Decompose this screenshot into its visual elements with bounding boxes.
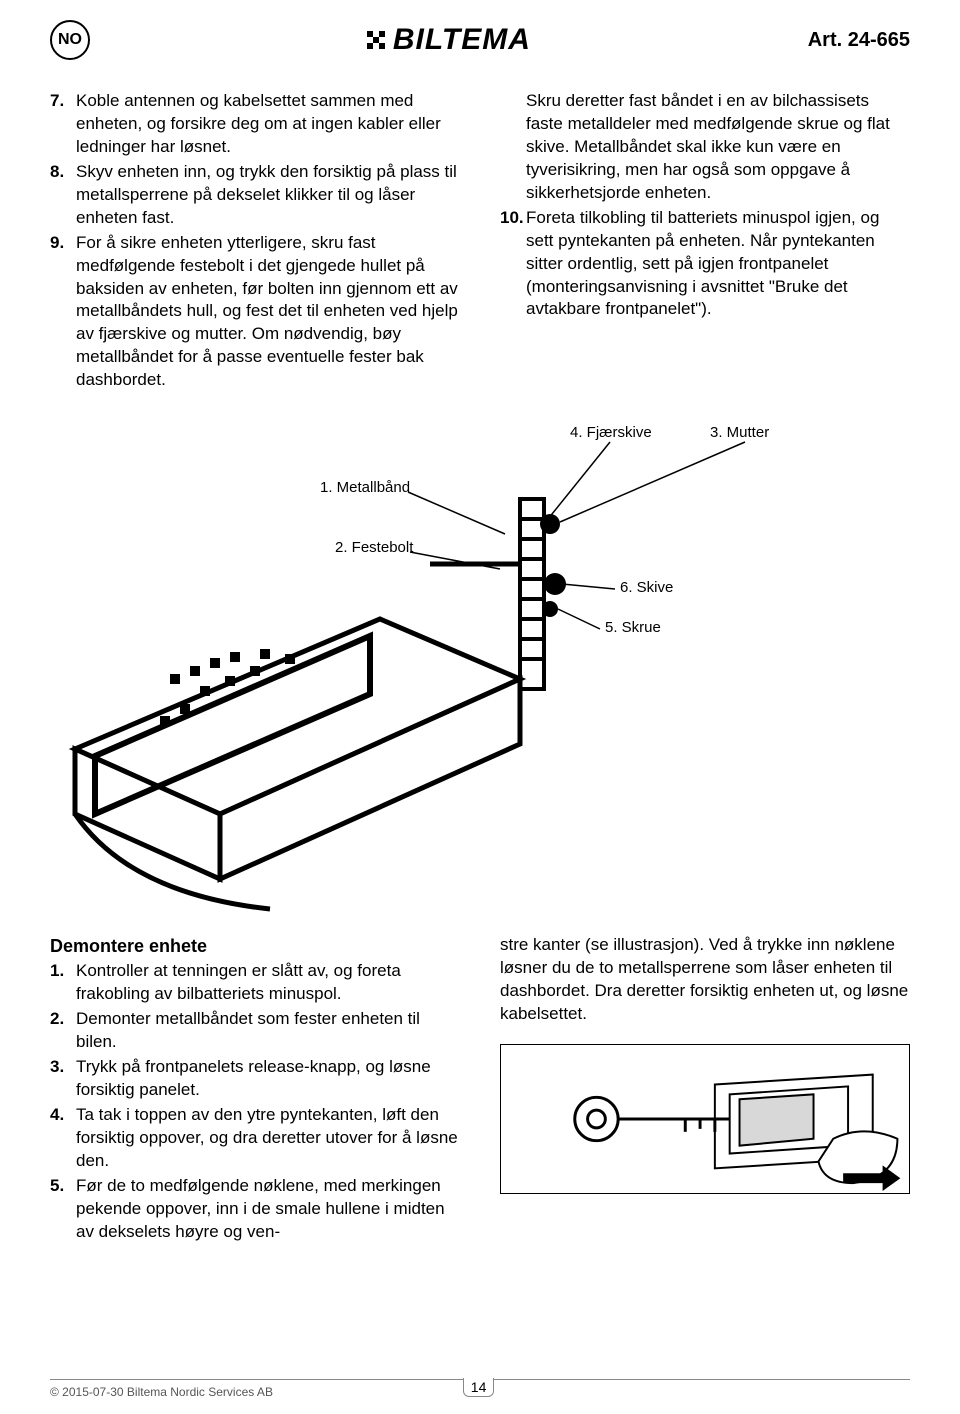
item-text: Trykk på frontpanelets release-knapp, og… bbox=[76, 1056, 460, 1102]
installation-diagram: 4. Fjærskive 3. Mutter 1. Metallbånd 2. … bbox=[50, 404, 910, 914]
item-text: Ta tak i toppen av den ytre pyntekanten,… bbox=[76, 1104, 460, 1173]
item-text: Før de to medfølgende nøklene, med merki… bbox=[76, 1175, 460, 1244]
list-item: 5. Før de to medfølgende nøklene, med me… bbox=[50, 1175, 460, 1244]
brand-text: BILTEMA bbox=[393, 23, 531, 57]
list-item: 2. Demonter metallbåndet som fester enhe… bbox=[50, 1008, 460, 1054]
brand-logo: BILTEMA bbox=[367, 23, 531, 57]
section-title: Demontere enhete bbox=[50, 934, 460, 958]
list-item: Skru deretter fast båndet i en av bilcha… bbox=[500, 90, 910, 205]
item-number: 2. bbox=[50, 1008, 76, 1054]
column-right: Skru deretter fast båndet i en av bilcha… bbox=[500, 90, 910, 394]
demount-right-text: stre kanter (se illustrasjon). Ved å try… bbox=[500, 934, 910, 1026]
page-footer: © 2015-07-30 Biltema Nordic Services AB … bbox=[50, 1385, 910, 1399]
item-text: For å sikre enheten ytterligere, skru fa… bbox=[76, 232, 460, 393]
page-number: 14 bbox=[463, 1378, 495, 1397]
page-header: NO BILTEMA Art. 24-665 bbox=[50, 20, 910, 60]
item-number: 8. bbox=[50, 161, 76, 230]
item-text: Koble antennen og kabelsettet sammen med… bbox=[76, 90, 460, 159]
list-item: 3. Trykk på frontpanelets release-knapp,… bbox=[50, 1056, 460, 1102]
item-number: 9. bbox=[50, 232, 76, 393]
list-item: 4. Ta tak i toppen av den ytre pyntekant… bbox=[50, 1104, 460, 1173]
item-number: 1. bbox=[50, 960, 76, 1006]
column-left: 7. Koble antennen og kabelsettet sammen … bbox=[50, 90, 460, 394]
item-number: 5. bbox=[50, 1175, 76, 1244]
item-number: 7. bbox=[50, 90, 76, 159]
article-number: Art. 24-665 bbox=[808, 29, 910, 52]
list-item: 7. Koble antennen og kabelsettet sammen … bbox=[50, 90, 460, 159]
demount-section: Demontere enhete 1. Kontroller at tennin… bbox=[50, 934, 910, 1246]
list-item: 1. Kontroller at tenningen er slått av, … bbox=[50, 960, 460, 1006]
demount-left: Demontere enhete 1. Kontroller at tennin… bbox=[50, 934, 460, 1246]
item-number: 3. bbox=[50, 1056, 76, 1102]
country-badge: NO bbox=[50, 20, 90, 60]
list-item: 10. Foreta tilkobling til batteriets min… bbox=[500, 207, 910, 322]
key-illustration bbox=[500, 1044, 910, 1194]
item-text: Kontroller at tenningen er slått av, og … bbox=[76, 960, 460, 1006]
instructions-top: 7. Koble antennen og kabelsettet sammen … bbox=[50, 90, 910, 394]
list-item: 9. For å sikre enheten ytterligere, skru… bbox=[50, 232, 460, 393]
checker-icon bbox=[367, 31, 385, 49]
item-text: Demonter metallbåndet som fester enheten… bbox=[76, 1008, 460, 1054]
item-text: Skru deretter fast båndet i en av bilcha… bbox=[526, 90, 910, 205]
copyright-text: © 2015-07-30 Biltema Nordic Services AB bbox=[50, 1385, 273, 1399]
item-number: 4. bbox=[50, 1104, 76, 1173]
item-text: Skyv enheten inn, og trykk den forsiktig… bbox=[76, 161, 460, 230]
demount-right: stre kanter (se illustrasjon). Ved å try… bbox=[500, 934, 910, 1246]
item-text: Foreta tilkobling til batteriets minuspo… bbox=[526, 207, 910, 322]
list-item: 8. Skyv enheten inn, og trykk den forsik… bbox=[50, 161, 460, 230]
item-number: 10. bbox=[500, 207, 526, 322]
diagram-svg bbox=[50, 404, 910, 914]
item-number bbox=[500, 90, 526, 205]
